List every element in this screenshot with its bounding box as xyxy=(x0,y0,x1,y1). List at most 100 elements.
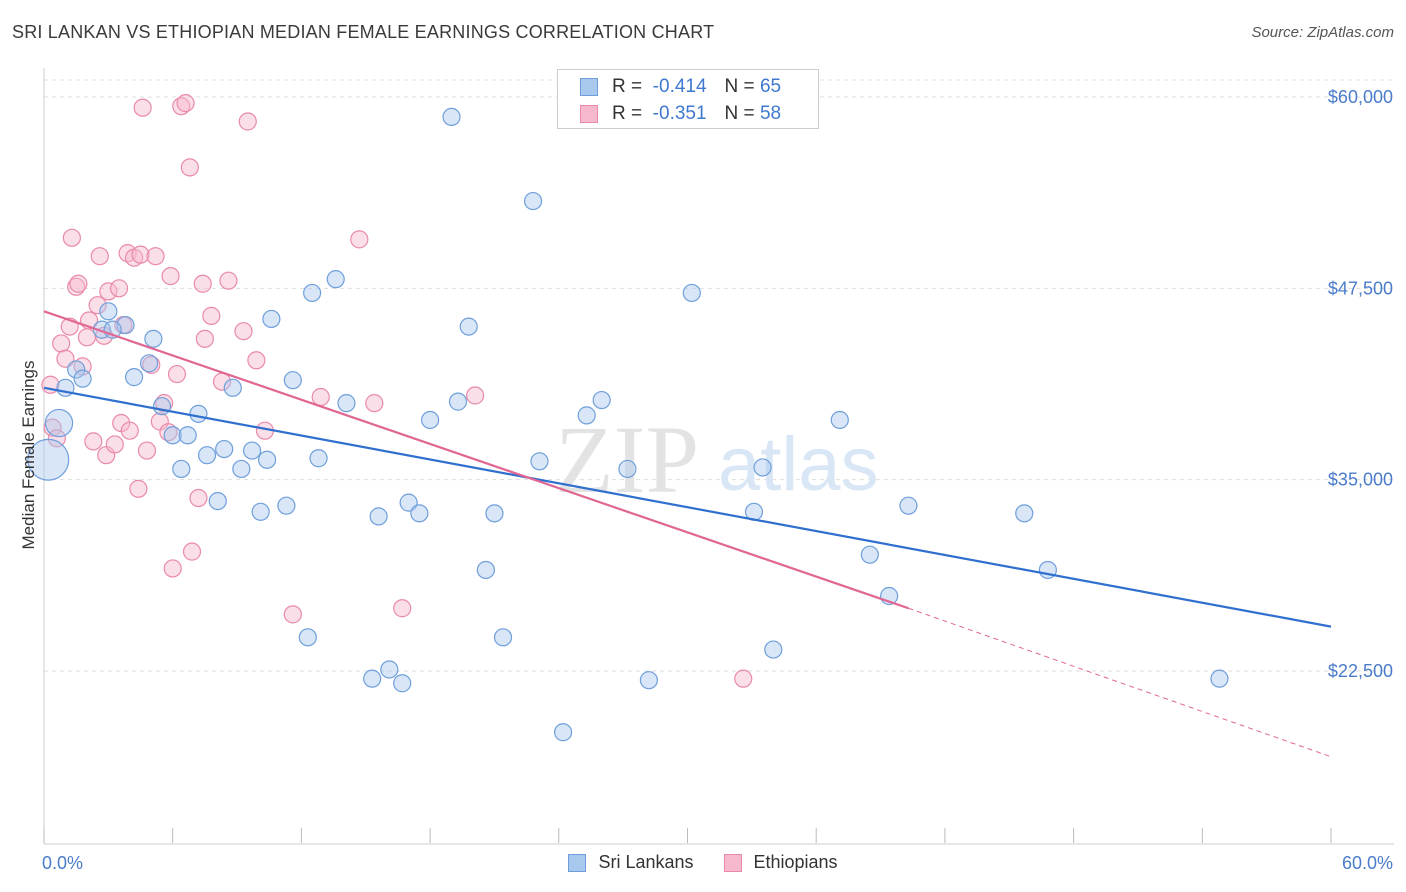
ethiopians-point xyxy=(734,669,753,688)
ethiopians-point xyxy=(137,441,157,460)
ethiopians-point xyxy=(311,387,330,407)
sri-lankans-point xyxy=(577,406,596,425)
sri-lankans-point xyxy=(830,410,849,430)
y-tick-label: $22,500 xyxy=(1328,661,1393,681)
sri-lankans-point xyxy=(592,390,611,410)
sri-lankans-point xyxy=(215,439,234,459)
ethiopians-trend-extension xyxy=(908,607,1332,758)
sri-lankans-point xyxy=(277,496,296,515)
sri-lankans-point xyxy=(44,408,74,438)
sri-lankans-point xyxy=(393,674,412,693)
sri-lankans-point xyxy=(262,309,281,329)
legend-r-label: R = xyxy=(612,76,643,97)
ethiopians-point xyxy=(84,432,103,451)
ethiopians-point xyxy=(133,98,152,117)
ethiopians-point xyxy=(77,328,97,347)
ethiopians-point xyxy=(182,542,202,561)
sri-lankans-point xyxy=(618,459,637,479)
y-tick-label: $60,000 xyxy=(1328,87,1393,107)
ethiopians-point xyxy=(99,282,118,301)
ethiopians-point xyxy=(52,334,71,353)
series-legend: Sri Lankans Ethiopians xyxy=(0,852,1406,873)
sri-lankans-point xyxy=(251,502,270,521)
sri-lankans-point xyxy=(493,628,513,647)
legend-label: Sri Lankans xyxy=(598,852,694,872)
sri-lankans-point xyxy=(410,504,429,523)
sri-lankans-point xyxy=(523,191,543,211)
legend-row-sri-lankans: R = -0.414 N = 65 xyxy=(580,74,781,100)
legend-r-value: -0.414 xyxy=(652,76,707,97)
ethiopians-point xyxy=(195,329,214,348)
legend-row-ethiopians: R = -0.351 N = 58 xyxy=(580,101,781,127)
ethiopians-point xyxy=(67,277,86,296)
chart-title: SRI LANKAN VS ETHIOPIAN MEDIAN FEMALE EA… xyxy=(12,22,715,42)
legend-swatch-pink xyxy=(723,853,742,872)
sri-lankans-point xyxy=(476,560,495,580)
sri-lankans-point xyxy=(753,458,772,477)
sri-lankans-point xyxy=(1210,669,1229,688)
sri-lankans-point xyxy=(257,450,277,469)
sri-lankans-point xyxy=(144,329,163,348)
sri-lankans-point xyxy=(92,320,112,339)
trend-lines xyxy=(43,310,1332,758)
sri-lankans-point xyxy=(369,507,388,526)
legend-n-value: 65 xyxy=(759,76,782,97)
ethiopians-point xyxy=(176,94,195,113)
y-axis-label: Median Female Earnings xyxy=(19,361,38,550)
sri-lankans-point xyxy=(899,496,918,515)
sri-lankans-point xyxy=(197,446,217,465)
ethiopians-point xyxy=(234,322,253,341)
ethiopians-point xyxy=(155,394,174,413)
sri-lankans-point xyxy=(399,493,418,512)
ethiopians-point xyxy=(120,421,139,440)
sri-lankans-point xyxy=(326,270,345,289)
sri-lankans-point xyxy=(223,378,242,397)
sri-lankans-point xyxy=(363,669,382,688)
sri-lankans-point xyxy=(337,394,356,413)
legend-swatch-pink xyxy=(580,105,598,123)
sri-lankans-point xyxy=(639,671,658,690)
legend-r-value: -0.351 xyxy=(652,103,707,124)
legend-item-sri-lankans[interactable]: Sri Lankans xyxy=(568,852,694,873)
sri-lankans-point xyxy=(152,397,172,416)
series-sri-lankans xyxy=(27,107,1229,742)
sri-lankans-point xyxy=(448,392,468,411)
sri-lankans-point xyxy=(682,283,701,303)
ethiopians-point xyxy=(161,266,180,286)
ethiopians-point xyxy=(163,559,182,578)
ethiopians-point xyxy=(193,274,212,293)
ethiopians-point xyxy=(146,247,165,266)
x-tick-label-min: 0.0% xyxy=(42,853,83,873)
watermark-atlas: atlas xyxy=(718,422,879,507)
sri-lankans-point xyxy=(442,107,461,126)
sri-lankans-point xyxy=(232,459,251,479)
ethiopians-point xyxy=(69,274,88,293)
axes xyxy=(43,68,1394,845)
ethiopians-point xyxy=(202,306,221,325)
sri-lankans-point xyxy=(178,426,197,445)
ethiopians-point xyxy=(88,296,107,315)
ethiopians-point xyxy=(131,245,150,264)
sri-lankans-point xyxy=(140,354,159,373)
sri-lankans-point xyxy=(189,404,208,423)
y-tick-label: $47,500 xyxy=(1328,278,1393,298)
legend-swatch-blue xyxy=(580,78,598,96)
sri-lankans-point xyxy=(860,545,879,564)
legend-n-label: N = xyxy=(724,76,755,97)
ethiopians-point xyxy=(180,158,199,177)
ethiopians-point xyxy=(56,349,75,368)
legend-swatch-blue xyxy=(568,853,587,872)
ethiopians-point xyxy=(129,479,148,498)
ethiopians-point xyxy=(350,230,369,249)
sri-lankans-point xyxy=(421,410,440,430)
sri-lankans-point xyxy=(459,317,478,336)
ethiopians-point xyxy=(47,429,66,448)
legend-item-ethiopians[interactable]: Ethiopians xyxy=(723,852,838,873)
ethiopians-point xyxy=(238,112,257,131)
stats-legend: R = -0.414 N = 65 R = -0.351 N = 58 xyxy=(557,69,819,129)
sri-lankans-point xyxy=(553,723,573,742)
sri-lankans-point xyxy=(530,452,549,471)
sri-lankans-point xyxy=(1015,504,1034,523)
tick-labels: $22,500 $35,000 $47,500 $60,000 0.0% 60.0% xyxy=(42,87,1393,873)
